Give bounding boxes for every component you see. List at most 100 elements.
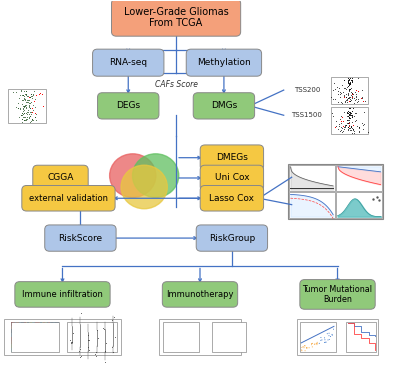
Point — [374, 195, 380, 201]
FancyBboxPatch shape — [34, 344, 35, 348]
FancyBboxPatch shape — [51, 326, 53, 329]
Point — [351, 100, 357, 106]
Point — [350, 91, 356, 97]
Point — [338, 127, 344, 133]
Circle shape — [132, 154, 179, 198]
Point — [350, 127, 356, 133]
FancyBboxPatch shape — [45, 344, 46, 348]
Point — [312, 341, 318, 347]
Point — [344, 100, 350, 106]
FancyBboxPatch shape — [232, 339, 237, 343]
Point — [348, 124, 354, 130]
Point — [110, 349, 116, 356]
Point — [25, 99, 32, 105]
FancyBboxPatch shape — [30, 341, 32, 344]
FancyBboxPatch shape — [218, 323, 222, 329]
FancyBboxPatch shape — [35, 333, 37, 337]
Point — [345, 90, 351, 97]
Point — [24, 107, 31, 113]
Point — [327, 333, 334, 339]
Point — [347, 80, 353, 86]
Point — [20, 92, 26, 98]
FancyBboxPatch shape — [48, 329, 50, 333]
Point — [346, 88, 352, 94]
Point — [345, 124, 352, 130]
Point — [26, 109, 33, 115]
FancyBboxPatch shape — [51, 322, 53, 326]
Point — [345, 109, 351, 115]
FancyBboxPatch shape — [40, 344, 42, 348]
Point — [352, 110, 358, 116]
Point — [28, 111, 34, 117]
Point — [26, 100, 33, 106]
FancyBboxPatch shape — [42, 344, 43, 348]
Point — [26, 102, 33, 108]
FancyBboxPatch shape — [50, 348, 51, 352]
Point — [19, 101, 26, 107]
Point — [22, 116, 28, 123]
FancyBboxPatch shape — [42, 337, 43, 341]
Point — [26, 100, 32, 106]
FancyBboxPatch shape — [13, 341, 15, 344]
FancyBboxPatch shape — [15, 282, 110, 307]
FancyBboxPatch shape — [40, 322, 42, 326]
FancyBboxPatch shape — [12, 337, 13, 341]
FancyBboxPatch shape — [16, 333, 18, 337]
FancyBboxPatch shape — [58, 337, 59, 341]
Point — [20, 108, 26, 114]
Point — [13, 104, 20, 110]
FancyBboxPatch shape — [45, 322, 46, 326]
Point — [337, 128, 344, 134]
FancyBboxPatch shape — [40, 333, 42, 337]
Point — [345, 77, 351, 83]
Point — [70, 330, 76, 336]
Point — [340, 126, 347, 132]
Point — [328, 110, 335, 116]
Point — [346, 119, 352, 125]
Point — [336, 86, 342, 92]
FancyBboxPatch shape — [32, 341, 34, 344]
FancyBboxPatch shape — [56, 337, 58, 341]
FancyBboxPatch shape — [24, 326, 26, 329]
Point — [350, 122, 356, 128]
FancyBboxPatch shape — [180, 324, 190, 331]
Point — [316, 340, 322, 346]
Point — [326, 336, 332, 342]
Point — [347, 98, 354, 104]
Point — [93, 349, 99, 355]
Point — [364, 129, 371, 135]
Point — [336, 91, 343, 97]
Point — [22, 91, 29, 97]
FancyBboxPatch shape — [12, 341, 13, 344]
Point — [24, 93, 30, 100]
Point — [19, 110, 25, 116]
Point — [347, 112, 354, 118]
Point — [350, 105, 356, 111]
Point — [77, 354, 83, 360]
FancyBboxPatch shape — [20, 329, 21, 333]
FancyBboxPatch shape — [46, 333, 48, 337]
FancyBboxPatch shape — [37, 329, 38, 333]
FancyBboxPatch shape — [237, 334, 242, 339]
Point — [20, 95, 27, 101]
FancyBboxPatch shape — [43, 329, 45, 333]
Point — [338, 118, 344, 124]
FancyBboxPatch shape — [20, 348, 21, 352]
FancyBboxPatch shape — [232, 334, 237, 339]
FancyBboxPatch shape — [13, 329, 15, 333]
Point — [18, 116, 25, 122]
Point — [339, 114, 345, 120]
FancyBboxPatch shape — [24, 322, 26, 326]
FancyBboxPatch shape — [42, 341, 43, 344]
Point — [345, 121, 352, 127]
Point — [26, 93, 33, 100]
Point — [306, 345, 312, 351]
Point — [346, 112, 352, 118]
Point — [344, 95, 351, 101]
Point — [20, 103, 26, 109]
FancyBboxPatch shape — [58, 348, 59, 352]
Point — [353, 94, 359, 100]
FancyBboxPatch shape — [26, 333, 28, 337]
Point — [345, 124, 352, 130]
Point — [347, 79, 353, 85]
